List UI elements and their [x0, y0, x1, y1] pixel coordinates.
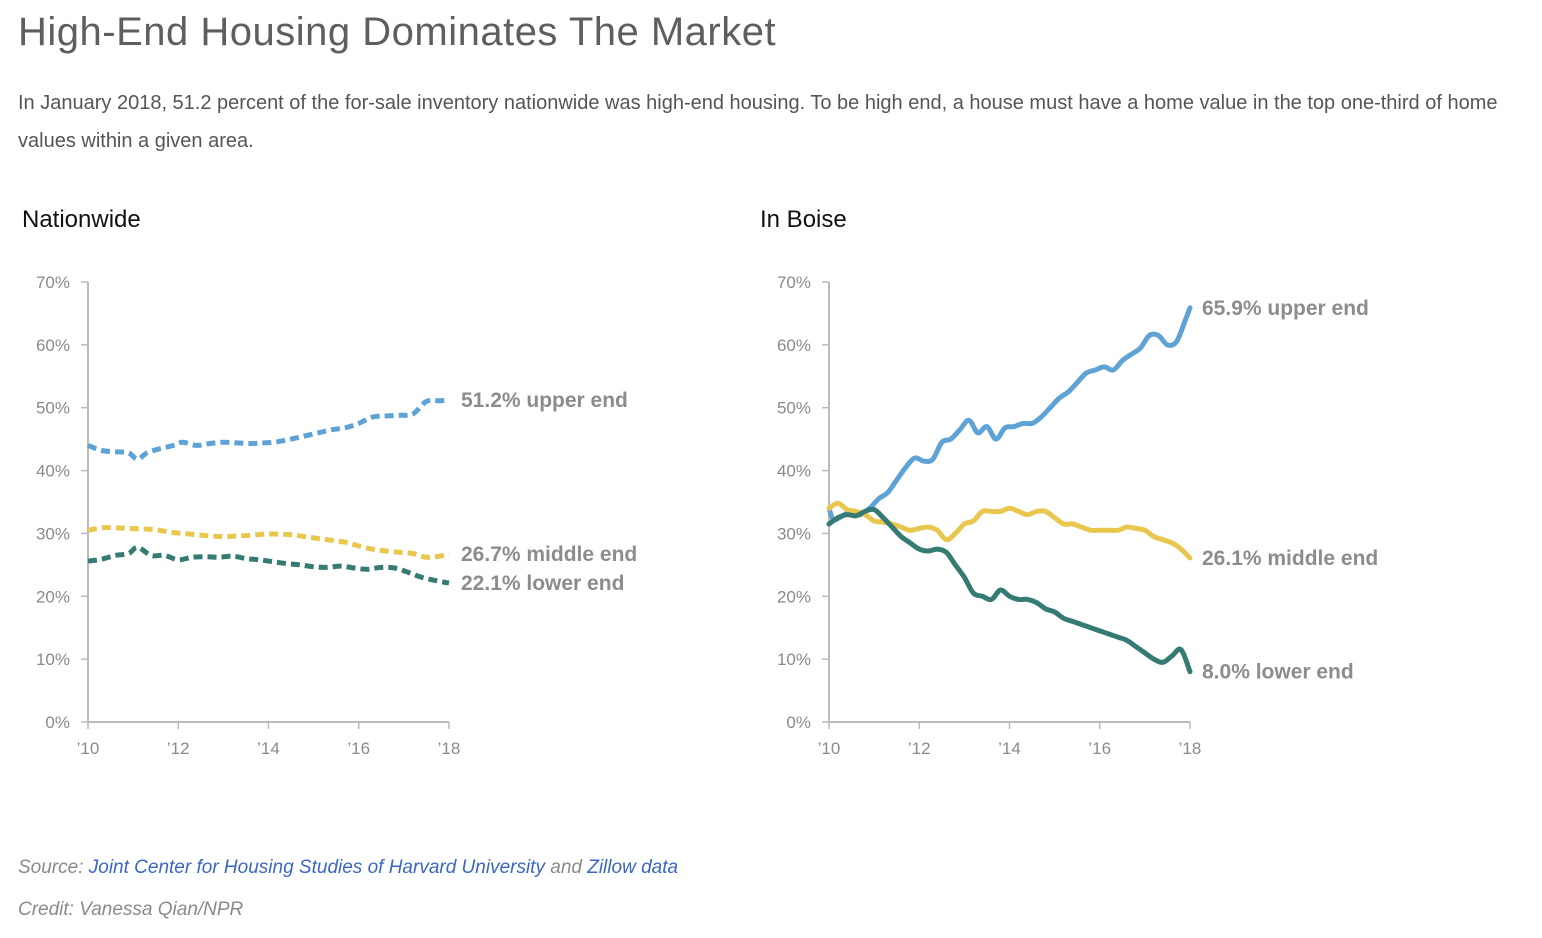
series-line-lower: [826, 506, 1193, 675]
page-title: High-End Housing Dominates The Market: [18, 10, 777, 54]
series-line-middle: [826, 500, 1193, 561]
series-label-upper: 65.9% upper end: [1202, 297, 1369, 320]
x-tick-label: ’18: [438, 739, 461, 758]
source-link-jchs[interactable]: Joint Center for Housing Studies of Harv…: [88, 857, 545, 878]
y-tick-label: 30%: [36, 524, 70, 543]
series-label-lower: 22.1% lower end: [461, 572, 624, 595]
chart-nationwide: 0% 10% 20% 30% 40% 50% 60% 70% ’10 ’12 ’14 ’16 ’18 51…: [36, 273, 637, 758]
y-tick-label: 70%: [36, 273, 70, 292]
y-tick-label: 70%: [777, 273, 811, 292]
credit-line: Credit: Vanessa Qian/NPR: [18, 899, 244, 920]
series-line-middle: [87, 525, 450, 560]
x-tick-label: ’12: [908, 739, 931, 758]
source-prefix: Source:: [18, 857, 84, 878]
y-tick-label: 50%: [36, 399, 70, 418]
x-tick-label: ’12: [167, 739, 190, 758]
source-and: and: [550, 857, 582, 878]
series-label-middle: 26.7% middle end: [461, 543, 637, 566]
y-tick-label: 40%: [777, 462, 811, 481]
y-tick-label: 20%: [777, 587, 811, 606]
x-tick-label: ’10: [77, 739, 100, 758]
y-tick-label: 10%: [36, 650, 70, 669]
x-tick-label: ’14: [257, 739, 280, 758]
series-line-upper: [826, 305, 1193, 523]
y-tick-label: 20%: [36, 587, 70, 606]
source-link-zillow[interactable]: Zillow data: [587, 857, 679, 878]
y-tick-label: 60%: [777, 336, 811, 355]
x-tick-label: ’14: [998, 739, 1021, 758]
series-line-lower: [87, 544, 450, 586]
x-tick-label: ’18: [1179, 739, 1202, 758]
series-label-upper: 51.2% upper end: [461, 389, 628, 412]
y-tick-label: 0%: [786, 713, 811, 732]
y-tick-label: 40%: [36, 462, 70, 481]
source-line: Source: Joint Center for Housing Studies…: [18, 857, 678, 879]
x-tick-label: ’16: [1088, 739, 1111, 758]
y-tick-label: 0%: [45, 713, 70, 732]
charts-canvas: 0% 10% 20% 30% 40% 50% 60% 70% ’10 ’12 ’14 ’16 ’18 51…: [36, 273, 1378, 758]
y-tick-label: 50%: [777, 399, 811, 418]
chart-boise: 0% 10% 20% 30% 40% 50% 60% 70% ’10 ’12 ’14 ’16 ’18 65…: [777, 273, 1378, 758]
y-tick-label: 10%: [777, 650, 811, 669]
x-tick-label: ’16: [347, 739, 370, 758]
y-tick-label: 30%: [777, 524, 811, 543]
x-tick-label: ’10: [818, 739, 841, 758]
series-label-lower: 8.0% lower end: [1202, 661, 1354, 684]
chart-title-boise: In Boise: [760, 206, 847, 233]
y-tick-label: 60%: [36, 336, 70, 355]
page-subtitle: In January 2018, 51.2 percent of the for…: [18, 92, 1498, 152]
series-line-upper: [87, 397, 450, 462]
chart-title-nationwide: Nationwide: [22, 206, 141, 233]
series-label-middle: 26.1% middle end: [1202, 547, 1378, 570]
